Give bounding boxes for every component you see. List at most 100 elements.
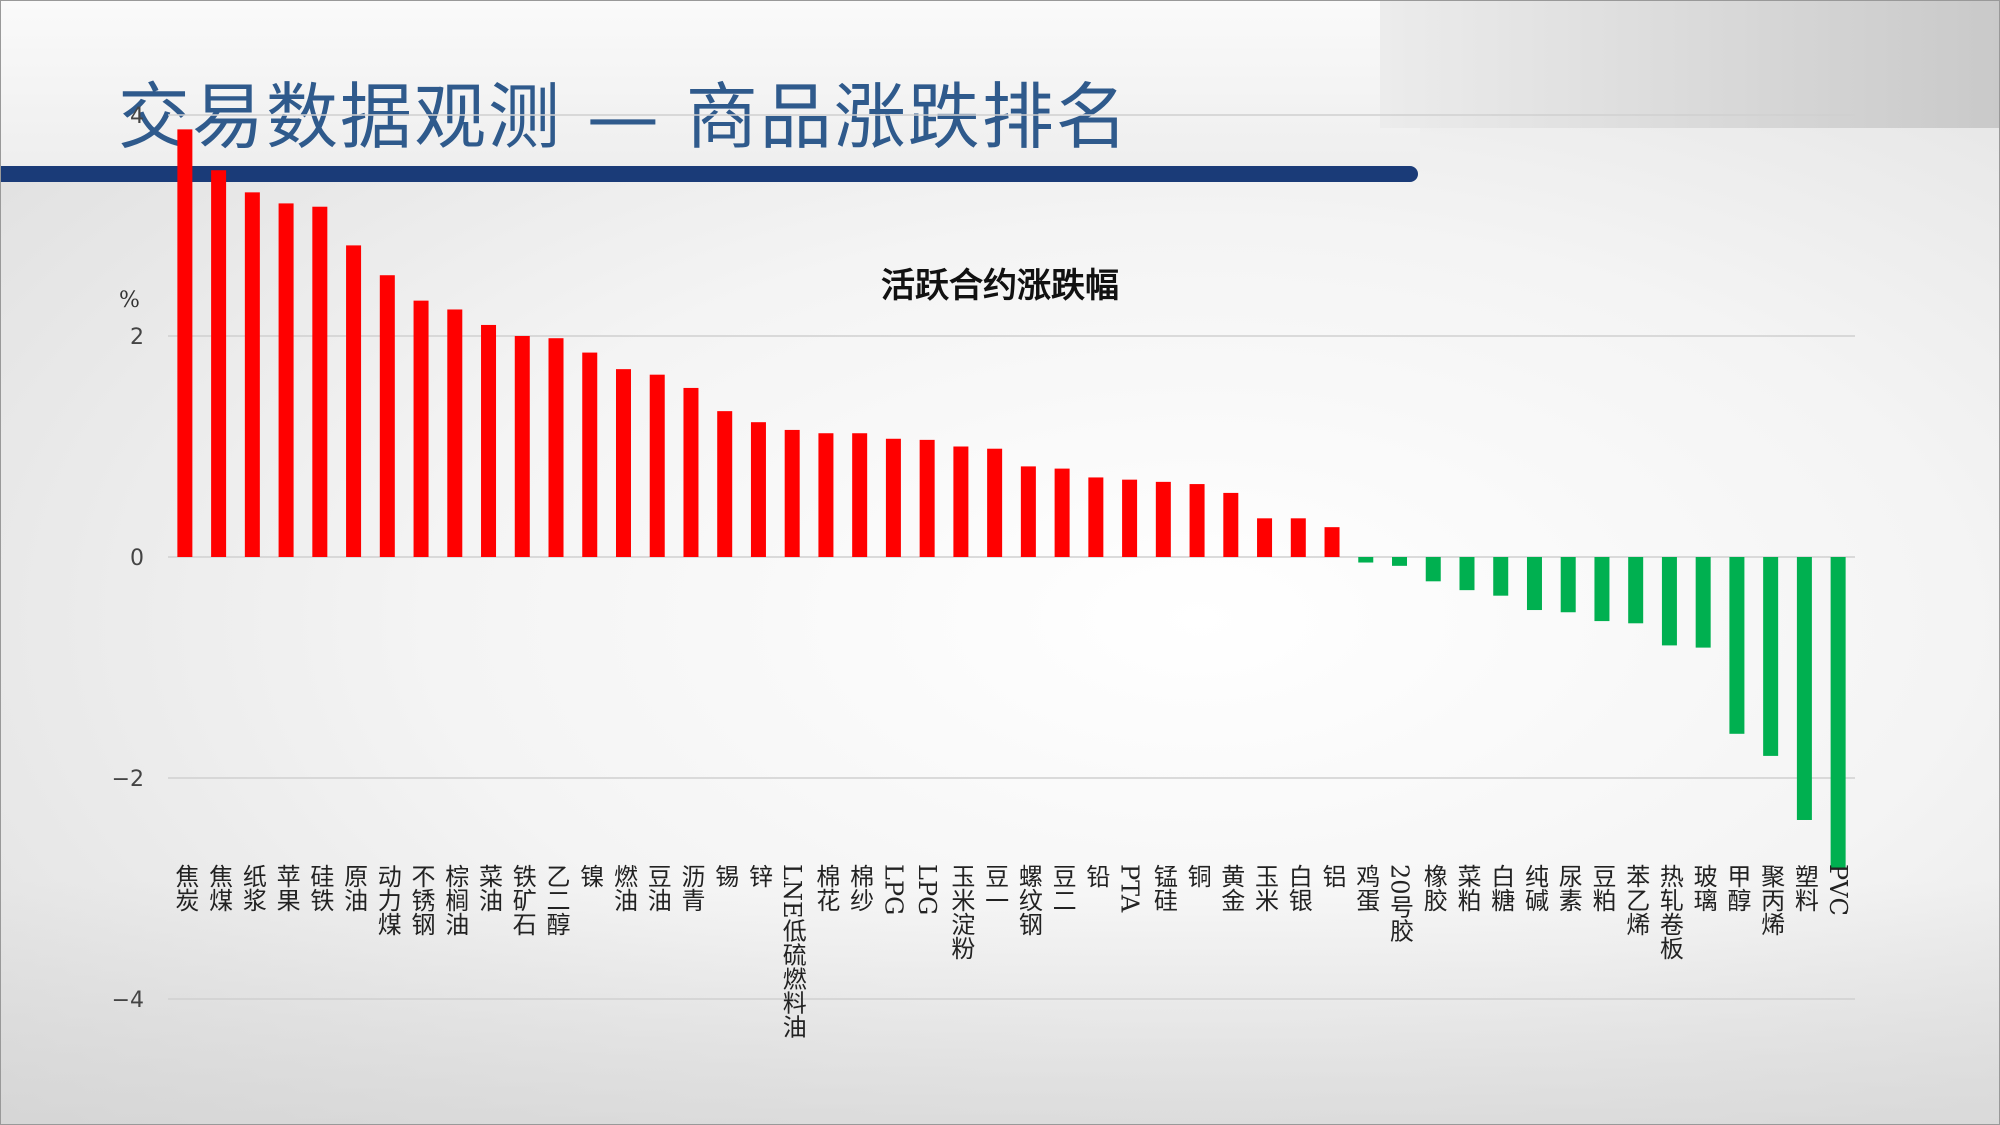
bar (1324, 527, 1340, 557)
x-tick-label: LNE低硫燃料油 (778, 864, 806, 1039)
x-tick-label: LPG (913, 864, 941, 915)
title-band-decoration (1380, 0, 2000, 128)
bar (717, 411, 733, 557)
x-tick-label: 沥青 (677, 864, 705, 912)
x-tick-label: 棕榈油 (441, 864, 469, 936)
x-tick-label: 棉纱 (846, 864, 874, 912)
x-tick-label: 豆粕 (1588, 864, 1616, 912)
bar (481, 324, 497, 557)
bar (1560, 557, 1576, 613)
y-axis-unit-label: % (119, 288, 140, 313)
x-axis-labels: 焦炭 焦煤 纸浆 苹果 硅铁 原油 动力煤 不锈钢 棕榈油 菜油 铁矿石 乙二醇镍燃油 豆油 沥青锡锌 LN… (171, 864, 1852, 1039)
x-tick-label: PTA (1116, 864, 1144, 913)
bar (750, 422, 766, 557)
bar (1526, 557, 1542, 611)
y-axis-ticks: 4 2 0 −2 −4 (112, 104, 144, 1013)
x-tick-label: 锡 (711, 864, 739, 888)
x-tick-label: 纸浆 (238, 864, 266, 912)
x-tick-label: 铁矿石 (508, 864, 536, 936)
x-tick-label: 白银 (1284, 864, 1312, 912)
x-tick-label: 燃油 (609, 864, 637, 912)
x-tick-label: 黄金 (1217, 864, 1245, 912)
bar (1661, 557, 1677, 646)
bar (1695, 557, 1711, 648)
bar (1189, 484, 1205, 557)
bar (987, 448, 1003, 557)
bar (1493, 557, 1509, 596)
y-tick-label: 2 (130, 325, 144, 350)
bar (1155, 481, 1171, 557)
bar (278, 203, 294, 557)
bars (177, 129, 1846, 869)
x-tick-label: 纯碱 (1520, 864, 1548, 912)
bar (615, 369, 631, 557)
bar (177, 129, 193, 558)
x-tick-label: 不锈钢 (407, 864, 435, 936)
bar (784, 429, 800, 557)
bar (1054, 468, 1070, 557)
x-tick-label: 焦煤 (205, 864, 233, 912)
y-tick-label: −2 (112, 767, 144, 792)
x-tick-label: 热轧卷板 (1655, 864, 1683, 960)
x-tick-label: 镍 (576, 864, 604, 888)
x-tick-label: 焦炭 (171, 864, 199, 912)
x-tick-label: 原油 (340, 864, 368, 912)
bar (346, 245, 362, 557)
bar (1796, 557, 1812, 820)
bar (953, 446, 969, 557)
bar (1425, 557, 1441, 582)
bar (1729, 557, 1745, 734)
bar (1223, 492, 1239, 557)
bar (852, 433, 868, 557)
bar (582, 352, 598, 557)
bar (244, 192, 260, 557)
x-tick-label: 动力煤 (373, 864, 401, 936)
bar (1830, 557, 1846, 869)
x-tick-label: PVC (1824, 864, 1852, 916)
bar (1088, 477, 1104, 557)
bar (1594, 557, 1610, 622)
bar (413, 300, 429, 557)
bar (1459, 557, 1475, 591)
bar (1122, 479, 1138, 557)
bar (683, 387, 699, 557)
bar (1358, 557, 1374, 563)
bar (1290, 518, 1306, 557)
bar (379, 275, 395, 557)
x-tick-label: 铝 (1318, 864, 1346, 888)
x-tick-label: 豆二 (1048, 864, 1076, 912)
bar (919, 439, 935, 557)
page-title: 交易数据观测 — 商品涨跌排名 (118, 75, 1130, 159)
x-tick-label: 橡胶 (1419, 864, 1447, 912)
x-tick-label: 白糖 (1487, 864, 1515, 912)
title-background (0, 0, 1420, 172)
x-tick-label: 豆一 (981, 864, 1009, 912)
x-tick-label: 塑料 (1790, 864, 1818, 912)
bar (312, 206, 328, 557)
bar (1628, 557, 1644, 624)
x-tick-label: 苯乙烯 (1622, 864, 1650, 936)
bar (1257, 518, 1273, 557)
y-tick-label: 4 (130, 104, 144, 129)
bar (649, 374, 665, 557)
y-tick-label: 0 (130, 546, 144, 571)
x-tick-label: 棉花 (812, 864, 840, 912)
bar (1020, 466, 1036, 557)
x-tick-label: LPG (879, 864, 907, 915)
x-tick-label: 铜 (1183, 864, 1211, 888)
x-tick-label: 甲醇 (1723, 864, 1751, 912)
x-tick-label: 硅铁 (306, 864, 334, 912)
x-tick-label: 螺纹钢 (1014, 864, 1042, 936)
x-tick-label: 锰硅 (1149, 864, 1177, 912)
y-tick-label: −4 (112, 988, 144, 1013)
x-tick-label: 菜油 (475, 864, 503, 912)
bar (514, 336, 530, 557)
x-tick-label: 苹果 (272, 864, 300, 912)
bar (818, 433, 834, 557)
x-tick-label: 聚丙烯 (1757, 864, 1785, 936)
background-decoration (0, 880, 2000, 1125)
bar (447, 309, 463, 557)
bar (1763, 557, 1779, 756)
